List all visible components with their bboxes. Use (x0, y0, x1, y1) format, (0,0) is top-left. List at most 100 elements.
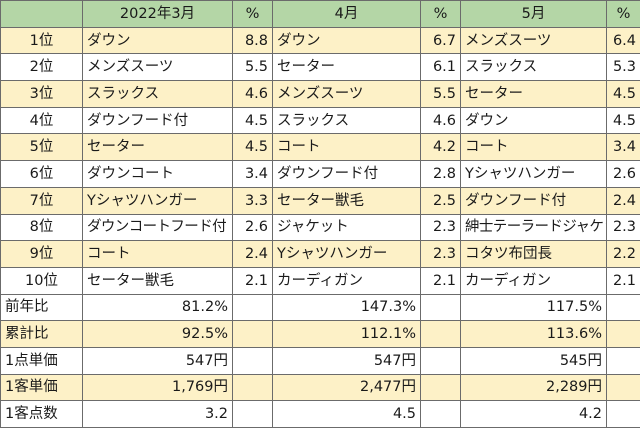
summary-value: 113.6% (460, 320, 607, 348)
percent-cell: 4.2 (420, 133, 461, 162)
rank-row: 3位 スラックス 4.6 メンズスーツ 5.5 セーター 4.5 (0, 80, 640, 108)
summary-row: 1客単価 1,769円 2,477円 2,289円 (0, 373, 640, 402)
item-cell: セーター (460, 80, 607, 108)
header-cell-may: 5月 (460, 0, 607, 28)
percent-cell: 2.6 (606, 160, 640, 188)
rank-row: 9位 コート 2.4 Yシャツハンガー 2.3 コタツ布団長 2.2 (0, 240, 640, 268)
item-cell: Yシャツハンガー (272, 240, 421, 268)
percent-cell: 2.1 (232, 266, 273, 295)
item-cell: Yシャツハンガー (460, 160, 607, 188)
percent-cell: 2.3 (420, 240, 461, 268)
percent-cell: 4.6 (232, 80, 273, 108)
summary-label: 前年比 (0, 293, 83, 322)
summary-empty (606, 293, 640, 322)
summary-label: 1点単価 (0, 346, 83, 375)
percent-cell: 8.8 (232, 26, 273, 55)
summary-empty (232, 373, 273, 402)
summary-empty (606, 400, 640, 428)
summary-value: 117.5% (460, 293, 607, 322)
rank-label: 4位 (0, 106, 83, 135)
percent-cell: 2.8 (420, 160, 461, 188)
rank-label: 8位 (0, 213, 83, 242)
summary-empty (420, 400, 461, 428)
percent-cell: 6.1 (420, 53, 461, 82)
item-cell: ダウンフード付 (460, 186, 607, 215)
item-cell: ダウンフード付 (272, 160, 421, 188)
item-cell: セーター (272, 53, 421, 82)
rank-label: 10位 (0, 266, 83, 295)
summary-empty (420, 346, 461, 375)
summary-empty (606, 346, 640, 375)
percent-cell: 4.5 (606, 80, 640, 108)
item-cell: ダウンフード付 (82, 106, 233, 135)
summary-row: 累計比 92.5% 112.1% 113.6% (0, 320, 640, 348)
percent-cell: 2.1 (420, 266, 461, 295)
rank-row: 5位 セーター 4.5 コート 4.2 コート 3.4 (0, 133, 640, 162)
item-cell: Yシャツハンガー (82, 186, 233, 215)
item-cell: ダウン (460, 106, 607, 135)
summary-value: 81.2% (82, 293, 233, 322)
item-cell: セーター獣毛 (272, 186, 421, 215)
rank-row: 10位 セーター獣毛 2.1 カーディガン 2.1 カーディガン 2.1 (0, 266, 640, 295)
item-cell: セーター (82, 133, 233, 162)
summary-empty (420, 373, 461, 402)
item-cell: カーディガン (460, 266, 607, 295)
header-cell-april: 4月 (272, 0, 421, 28)
item-cell: コート (82, 240, 233, 268)
summary-empty (420, 320, 461, 348)
percent-cell: 2.5 (420, 186, 461, 215)
summary-row: 1客点数 3.2 4.5 4.2 (0, 400, 640, 428)
header-cell-percent: % (606, 0, 640, 28)
item-cell: メンズスーツ (82, 53, 233, 82)
item-cell: コタツ布団長 (460, 240, 607, 268)
percent-cell: 5.5 (420, 80, 461, 108)
percent-cell: 3.4 (606, 133, 640, 162)
summary-empty (606, 373, 640, 402)
percent-cell: 2.3 (606, 213, 640, 242)
item-cell: 紳士テーラードジャケット (460, 213, 607, 242)
percent-cell: 2.1 (606, 266, 640, 295)
summary-label: 累計比 (0, 320, 83, 348)
summary-empty (420, 293, 461, 322)
percent-cell: 2.4 (606, 186, 640, 215)
percent-cell: 3.3 (232, 186, 273, 215)
rank-row: 2位 メンズスーツ 5.5 セーター 6.1 スラックス 5.3 (0, 53, 640, 82)
summary-value: 112.1% (272, 320, 421, 348)
percent-cell: 6.4 (606, 26, 640, 55)
summary-label: 1客単価 (0, 373, 83, 402)
summary-row: 前年比 81.2% 147.3% 117.5% (0, 293, 640, 322)
summary-value: 545円 (460, 346, 607, 375)
item-cell: ダウンコート (82, 160, 233, 188)
rank-row: 4位 ダウンフード付 4.5 スラックス 4.6 ダウン 4.5 (0, 106, 640, 135)
summary-empty (232, 293, 273, 322)
item-cell: スラックス (272, 106, 421, 135)
item-cell: ダウン (272, 26, 421, 55)
item-cell: ダウン (82, 26, 233, 55)
percent-cell: 3.4 (232, 160, 273, 188)
header-cell-march: 2022年3月 (82, 0, 233, 28)
summary-row: 1点単価 547円 547円 545円 (0, 346, 640, 375)
rank-label: 3位 (0, 80, 83, 108)
percent-cell: 4.5 (606, 106, 640, 135)
rank-label: 5位 (0, 133, 83, 162)
item-cell: コート (272, 133, 421, 162)
item-cell: ダウンコートフード付 (82, 213, 233, 242)
summary-value: 3.2 (82, 400, 233, 428)
rank-label: 6位 (0, 160, 83, 188)
rank-row: 6位 ダウンコート 3.4 ダウンフード付 2.8 Yシャツハンガー 2.6 (0, 160, 640, 188)
summary-value: 4.2 (460, 400, 607, 428)
percent-cell: 2.6 (232, 213, 273, 242)
item-cell: メンズスーツ (460, 26, 607, 55)
percent-cell: 2.4 (232, 240, 273, 268)
percent-cell: 4.6 (420, 106, 461, 135)
header-row: 2022年3月 % 4月 % 5月 % (0, 0, 640, 28)
item-cell: メンズスーツ (272, 80, 421, 108)
rank-label: 2位 (0, 53, 83, 82)
percent-cell: 5.3 (606, 53, 640, 82)
summary-value: 92.5% (82, 320, 233, 348)
summary-value: 2,477円 (272, 373, 421, 402)
rank-row: 7位 Yシャツハンガー 3.3 セーター獣毛 2.5 ダウンフード付 2.4 (0, 186, 640, 215)
summary-value: 547円 (272, 346, 421, 375)
